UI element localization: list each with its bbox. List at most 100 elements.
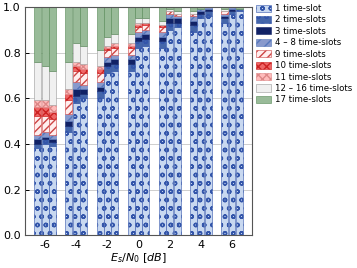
- Bar: [228, 12, 236, 14]
- Bar: [80, 69, 87, 73]
- Bar: [236, 12, 243, 235]
- Bar: [228, 14, 236, 235]
- Bar: [197, 9, 204, 12]
- Bar: [42, 117, 49, 132]
- Bar: [97, 7, 104, 50]
- Bar: [159, 48, 166, 235]
- Bar: [174, 7, 181, 12]
- Bar: [34, 148, 41, 235]
- Bar: [73, 43, 80, 62]
- Bar: [135, 32, 142, 36]
- Bar: [111, 7, 118, 34]
- Bar: [42, 66, 49, 100]
- Bar: [80, 46, 87, 64]
- Bar: [111, 43, 118, 46]
- Bar: [205, 16, 212, 235]
- Bar: [159, 32, 166, 36]
- Bar: [135, 7, 142, 18]
- Bar: [174, 14, 181, 16]
- Bar: [42, 132, 49, 137]
- Bar: [65, 126, 72, 132]
- Bar: [142, 7, 150, 18]
- Bar: [49, 105, 56, 112]
- Bar: [135, 36, 142, 41]
- Bar: [111, 71, 118, 235]
- Bar: [111, 46, 118, 48]
- Bar: [111, 55, 118, 59]
- Bar: [34, 135, 41, 139]
- Bar: [174, 16, 181, 18]
- Bar: [221, 12, 228, 14]
- Bar: [34, 144, 41, 148]
- Bar: [142, 46, 150, 235]
- Bar: [166, 9, 173, 12]
- Bar: [104, 73, 111, 235]
- Bar: [97, 82, 104, 87]
- Bar: [73, 96, 80, 103]
- Bar: [159, 36, 166, 41]
- Bar: [97, 50, 104, 66]
- Bar: [190, 7, 197, 12]
- Bar: [221, 14, 228, 16]
- Bar: [104, 7, 111, 36]
- Bar: [205, 9, 212, 12]
- Legend: 1 time-slot, 2 time-slots, 3 time-slots, 4 – 8 time-slots, 9 time-slots, 10 time: 1 time-slot, 2 time-slots, 3 time-slots,…: [254, 2, 354, 106]
- Bar: [166, 30, 173, 235]
- Bar: [221, 18, 228, 23]
- Bar: [34, 117, 41, 135]
- Bar: [42, 137, 49, 139]
- Bar: [221, 9, 228, 12]
- Bar: [166, 18, 173, 23]
- Bar: [111, 48, 118, 55]
- Bar: [159, 41, 166, 48]
- Bar: [174, 18, 181, 23]
- Bar: [65, 121, 72, 126]
- Bar: [221, 16, 228, 18]
- Bar: [73, 66, 80, 71]
- Bar: [135, 25, 142, 27]
- Bar: [65, 132, 72, 235]
- Bar: [34, 107, 41, 117]
- Bar: [65, 7, 72, 62]
- Bar: [166, 12, 173, 14]
- Bar: [205, 12, 212, 16]
- Bar: [80, 89, 87, 94]
- Bar: [97, 98, 104, 235]
- Bar: [104, 36, 111, 46]
- Bar: [49, 7, 56, 71]
- Bar: [80, 64, 87, 69]
- Bar: [190, 12, 197, 14]
- Bar: [159, 27, 166, 32]
- Bar: [73, 89, 80, 96]
- Bar: [97, 73, 104, 82]
- Bar: [65, 114, 72, 121]
- Bar: [80, 73, 87, 84]
- Bar: [128, 43, 135, 46]
- Bar: [42, 107, 49, 117]
- Bar: [49, 142, 56, 146]
- Bar: [174, 12, 181, 14]
- Bar: [49, 146, 56, 235]
- Bar: [190, 14, 197, 16]
- Bar: [142, 39, 150, 46]
- Bar: [142, 34, 150, 39]
- Bar: [80, 94, 87, 98]
- Bar: [65, 100, 72, 114]
- Bar: [228, 9, 236, 12]
- Bar: [128, 48, 135, 55]
- Bar: [97, 66, 104, 69]
- Bar: [73, 82, 80, 89]
- Bar: [49, 139, 56, 142]
- Bar: [142, 30, 150, 34]
- Bar: [80, 98, 87, 235]
- Bar: [135, 48, 142, 235]
- Bar: [128, 34, 135, 43]
- Bar: [104, 46, 111, 48]
- Bar: [34, 139, 41, 144]
- Bar: [49, 112, 56, 119]
- Bar: [228, 7, 236, 9]
- Bar: [135, 41, 142, 48]
- Bar: [174, 27, 181, 235]
- Bar: [142, 23, 150, 25]
- Bar: [111, 34, 118, 43]
